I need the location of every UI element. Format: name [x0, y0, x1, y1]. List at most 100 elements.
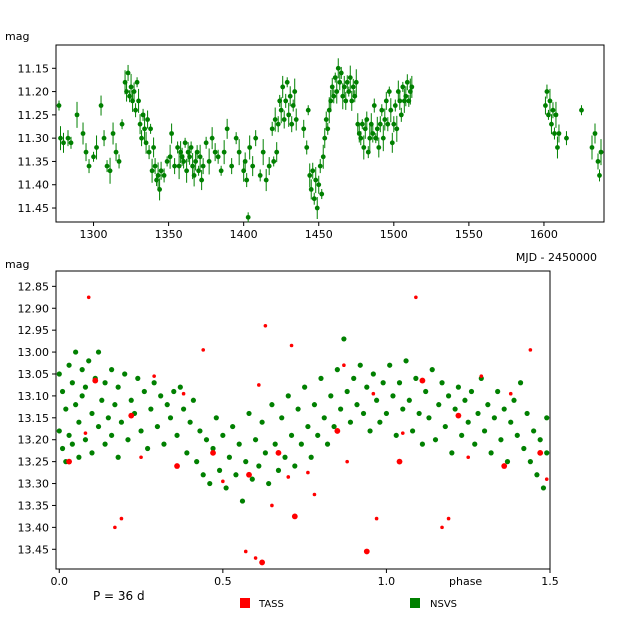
y-tick-label: 11.45 [18, 202, 50, 215]
nsvs-point [124, 89, 129, 94]
nsvs-point [136, 98, 141, 104]
nsvs-point [439, 380, 445, 386]
legend-label-tass: TASS [258, 599, 284, 610]
nsvs-point [468, 388, 475, 395]
nsvs-point [73, 402, 79, 408]
nsvs-point [360, 410, 367, 417]
nsvs-point [281, 117, 287, 122]
nsvs-point [113, 149, 119, 155]
nsvs-point [564, 135, 569, 141]
nsvs-point [376, 145, 382, 150]
nsvs-point [322, 135, 328, 141]
tass-point [243, 549, 248, 554]
nsvs-point [382, 117, 388, 122]
nsvs-point [275, 467, 282, 473]
nsvs-point [598, 149, 604, 155]
nsvs-point [229, 163, 235, 169]
period-annotation: P = 36 d [93, 589, 145, 603]
x-tick-label: 0.0 [51, 575, 69, 588]
nsvs-point [549, 121, 554, 127]
tass-point [201, 348, 206, 352]
nsvs-point [209, 135, 215, 141]
nsvs-point [76, 419, 82, 425]
nsvs-point [371, 103, 377, 108]
tass-point [363, 548, 370, 555]
nsvs-point [236, 149, 242, 155]
nsvs-point [426, 415, 432, 421]
nsvs-point [272, 117, 278, 122]
nsvs-point [65, 135, 71, 141]
nsvs-point [527, 459, 533, 465]
nsvs-point [109, 367, 115, 373]
nsvs-point [271, 159, 277, 164]
nsvs-point [595, 159, 601, 164]
tass-point [139, 455, 143, 460]
x-tick-label: 1500 [380, 228, 408, 241]
y-tick-label: 12.85 [18, 280, 50, 293]
nsvs-point [289, 121, 295, 127]
nsvs-point [592, 131, 598, 136]
nsvs-point [370, 131, 376, 136]
nsvs-point [389, 140, 395, 146]
nsvs-point [99, 397, 105, 403]
nsvs-point [172, 163, 178, 169]
nsvs-point [200, 472, 206, 478]
y-tick-label: 11.30 [18, 132, 50, 145]
nsvs-point [416, 410, 422, 417]
nsvs-point [524, 410, 530, 417]
tass-point [263, 323, 268, 328]
nsvs-point [104, 163, 110, 169]
nsvs-point [105, 415, 111, 421]
nsvs-point [164, 159, 170, 164]
nsvs-point [302, 384, 308, 390]
nsvs-point [89, 410, 95, 417]
nsvs-point [259, 419, 265, 425]
nsvs-point [213, 415, 219, 421]
nsvs-point [293, 117, 299, 122]
nsvs-point [392, 103, 398, 108]
bottom-panel: 0.0 0.5 1.0 1.5 12.85 12.90 12.95 13.00 13.05 13… [5, 258, 559, 610]
nsvs-point [534, 472, 540, 478]
nsvs-point [391, 121, 397, 127]
y-tick-label: 12.90 [18, 302, 50, 315]
tass-point [128, 412, 135, 419]
nsvs-point [125, 70, 131, 76]
nsvs-point [134, 79, 140, 85]
nsvs-point [145, 117, 150, 122]
nsvs-point [59, 388, 66, 395]
nsvs-point [242, 159, 248, 164]
nsvs-point [287, 93, 293, 99]
tass-point [270, 503, 274, 508]
nsvs-point [338, 406, 344, 412]
tass-point [210, 449, 216, 456]
nsvs-point [266, 163, 272, 169]
nsvs-point [233, 135, 239, 141]
nsvs-point [393, 432, 399, 438]
nsvs-point [531, 428, 537, 434]
nsvs-point [351, 375, 357, 381]
nsvs-point [194, 149, 200, 155]
nsvs-point [80, 131, 86, 136]
nsvs-point [504, 459, 511, 465]
nsvs-point [334, 367, 340, 373]
nsvs-point [142, 126, 147, 132]
nsvs-point [184, 168, 190, 174]
nsvs-point [553, 112, 559, 118]
tass-point [259, 559, 266, 566]
tass-point [508, 391, 513, 396]
nsvs-point [118, 419, 125, 425]
nsvs-point [413, 375, 419, 381]
nsvs-point [272, 441, 278, 447]
nsvs-point [68, 140, 74, 146]
nsvs-point [262, 450, 268, 456]
nsvs-point [288, 432, 295, 438]
nsvs-point [543, 103, 548, 108]
y-tick-label: 11.25 [18, 109, 50, 122]
top-plot-frame [55, 44, 605, 223]
nsvs-point [79, 367, 85, 373]
nsvs-point [380, 135, 386, 141]
nsvs-point [364, 384, 370, 390]
nsvs-point [191, 173, 197, 178]
nsvs-point [357, 362, 363, 368]
nsvs-point [249, 476, 255, 482]
